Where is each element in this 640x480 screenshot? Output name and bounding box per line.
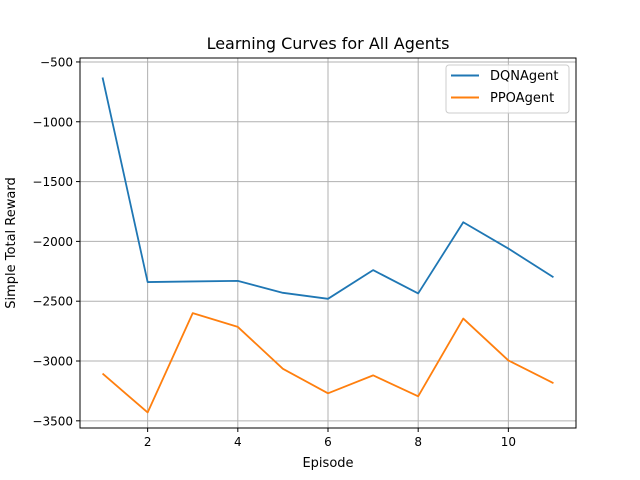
data-point-ppoagent [462, 318, 464, 320]
x-tick-label: 6 [324, 435, 332, 449]
x-tick-label: 8 [414, 435, 422, 449]
y-tick-label: −1500 [32, 175, 73, 189]
legend-label-dqnagent: DQNAgent [490, 69, 558, 84]
data-point-dqnagent [462, 221, 464, 223]
data-point-dqnagent [507, 248, 509, 250]
data-point-dqnagent [237, 280, 239, 282]
data-point-dqnagent [102, 76, 104, 78]
y-tick-label: −3500 [32, 414, 73, 428]
y-tick-label: −1000 [32, 115, 73, 129]
chart-title: Learning Curves for All Agents [207, 34, 450, 53]
x-tick-label: 10 [501, 435, 516, 449]
data-point-ppoagent [327, 392, 329, 394]
data-point-dqnagent [282, 292, 284, 294]
x-axis: 2 4 6 8 10 [144, 428, 516, 449]
data-point-dqnagent [552, 276, 554, 278]
data-point-ppoagent [282, 368, 284, 370]
data-point-dqnagent [192, 280, 194, 282]
data-point-ppoagent [192, 312, 194, 314]
x-axis-label: Episode [302, 456, 353, 471]
data-point-ppoagent [417, 395, 419, 397]
y-axis: −500 −1000 −1500 −2000 −2500 −3000 −3500 [32, 55, 80, 428]
data-point-ppoagent [102, 373, 104, 375]
legend-label-ppoagent: PPOAgent [490, 91, 554, 106]
y-tick-label: −2000 [32, 235, 73, 249]
data-point-dqnagent [372, 269, 374, 271]
data-point-dqnagent [327, 298, 329, 300]
y-tick-label: −2500 [32, 295, 73, 309]
data-point-ppoagent [237, 326, 239, 328]
y-axis-label: Simple Total Reward [4, 177, 19, 308]
y-tick-label: −3000 [32, 355, 73, 369]
y-tick-label: −500 [40, 55, 73, 69]
data-point-ppoagent [507, 359, 509, 361]
x-tick-label: 2 [144, 435, 152, 449]
data-point-dqnagent [417, 292, 419, 294]
data-point-ppoagent [147, 411, 149, 413]
data-point-ppoagent [372, 374, 374, 376]
data-point-ppoagent [552, 382, 554, 384]
legend: DQNAgent PPOAgent [446, 65, 569, 113]
data-point-dqnagent [147, 281, 149, 283]
x-tick-label: 4 [234, 435, 242, 449]
